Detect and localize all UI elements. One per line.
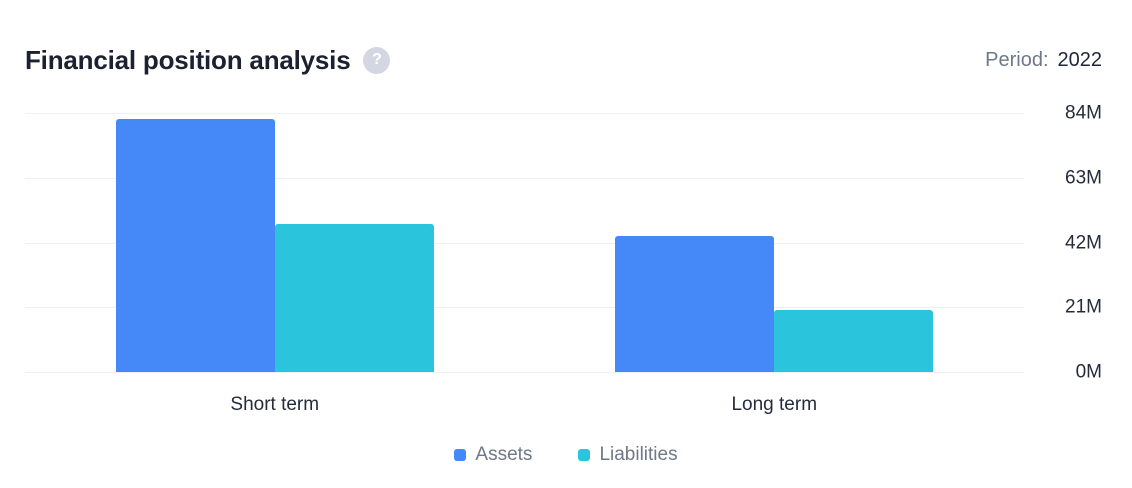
legend-item-assets[interactable]: Assets bbox=[454, 444, 532, 466]
gridline-84 bbox=[25, 113, 1024, 114]
y-tick-label: 63M bbox=[1065, 167, 1102, 189]
gridline-63 bbox=[25, 177, 1024, 179]
legend-item-liabilities[interactable]: Liabilities bbox=[578, 444, 678, 466]
y-tick-label: 42M bbox=[1065, 232, 1102, 253]
bar-group-short-term bbox=[25, 113, 525, 372]
page-title: Financial position analysis bbox=[25, 45, 351, 75]
period-display: Period: 2022 bbox=[985, 49, 1102, 72]
gridline-0 bbox=[25, 372, 1024, 373]
plot-area bbox=[25, 113, 1024, 373]
widget-header: Financial position analysis ? Period: 20… bbox=[25, 42, 1102, 78]
y-tick-label: 0M bbox=[1075, 361, 1102, 383]
bar-groups bbox=[25, 113, 1024, 372]
title-wrap: Financial position analysis ? bbox=[25, 42, 391, 78]
legend-swatch-assets bbox=[454, 449, 467, 461]
x-axis-labels: Short term Long term bbox=[25, 394, 1024, 416]
legend-label-assets: Assets bbox=[475, 444, 533, 465]
bar-assets-long-term[interactable] bbox=[615, 236, 775, 372]
help-icon[interactable]: ? bbox=[363, 46, 391, 74]
legend-label-liabilities: Liabilities bbox=[599, 444, 678, 465]
y-axis: 84M 63M 42M 21M 0M bbox=[1032, 104, 1102, 382]
period-value: 2022 bbox=[1057, 48, 1103, 71]
legend: Assets Liabilities bbox=[0, 444, 1132, 466]
gridline-21 bbox=[25, 307, 1024, 309]
bar-assets-short-term[interactable] bbox=[115, 119, 275, 372]
bar-liabilities-short-term[interactable] bbox=[274, 224, 434, 372]
y-tick-label: 84M bbox=[1065, 102, 1102, 124]
x-axis-label-long-term: Long term bbox=[731, 394, 818, 415]
bar-liabilities-long-term[interactable] bbox=[774, 310, 934, 372]
x-axis-label-short-term: Short term bbox=[230, 394, 320, 415]
gridline-42 bbox=[25, 242, 1024, 244]
bar-group-long-term bbox=[525, 113, 1025, 372]
legend-swatch-liabilities bbox=[578, 449, 591, 461]
period-label: Period: bbox=[985, 48, 1049, 71]
y-tick-label: 21M bbox=[1065, 296, 1102, 318]
